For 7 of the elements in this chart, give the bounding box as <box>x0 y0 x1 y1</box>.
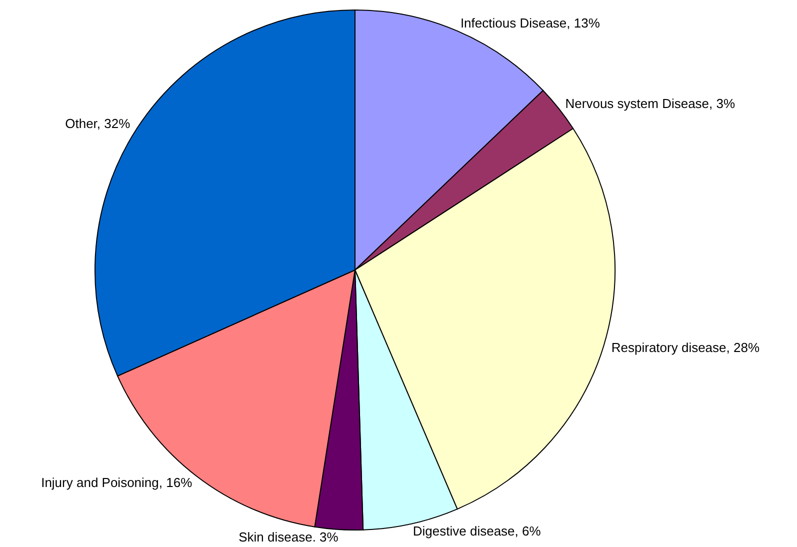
slice-label: Other, 32% <box>65 116 131 132</box>
slice-label: Respiratory disease, 28% <box>611 340 760 356</box>
slice-label: Digestive disease, 6% <box>412 524 542 539</box>
slice-label: Injury and Poisoning, 16% <box>41 474 193 490</box>
slice-label: Infectious Disease, 13% <box>460 16 600 31</box>
slice-label: Skin disease. 3% <box>238 529 339 544</box>
slice-label: Nervous system Disease, 3% <box>565 96 736 111</box>
